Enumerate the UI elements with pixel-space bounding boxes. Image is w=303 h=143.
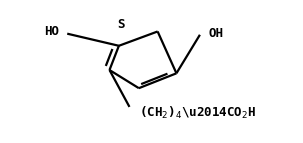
- Text: S: S: [118, 18, 125, 31]
- Text: HO: HO: [45, 25, 59, 38]
- Text: OH: OH: [209, 27, 224, 40]
- Text: (CH$_{\mathsf{2}}$)$_{\mathsf{4}}$\u2014CO$_{\mathsf{2}}$H: (CH$_{\mathsf{2}}$)$_{\mathsf{4}}$\u2014…: [139, 105, 256, 121]
